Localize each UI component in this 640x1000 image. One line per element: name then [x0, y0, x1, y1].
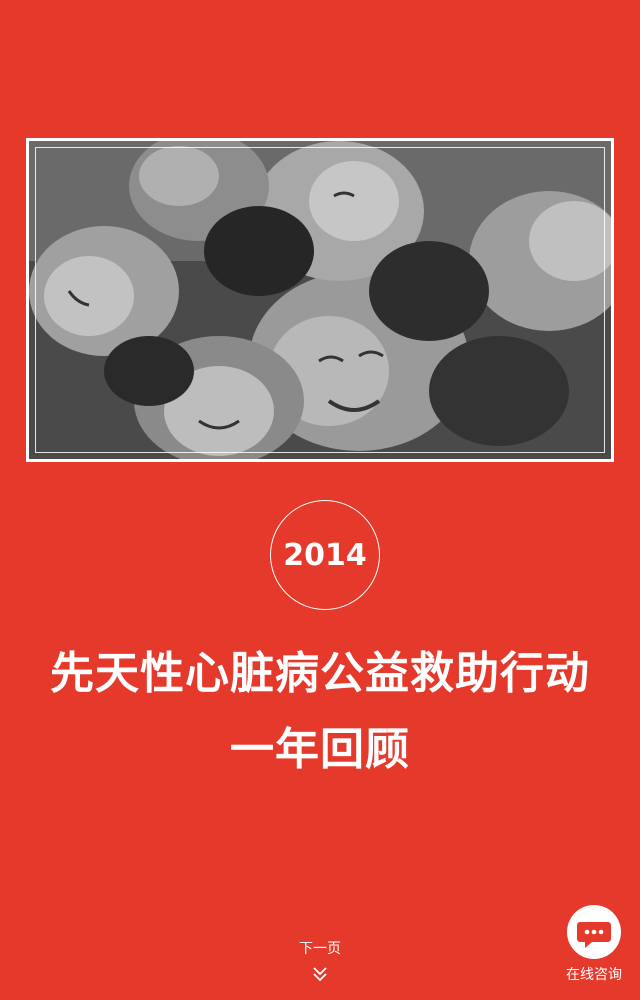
year-text: 2014	[283, 537, 367, 573]
next-page-button[interactable]: 下一页	[280, 940, 360, 984]
online-consult-button[interactable]: 在线咨询	[556, 904, 632, 984]
title-line-2: 一年回顾	[230, 724, 410, 775]
children-photo	[29, 141, 611, 459]
children-photo-illustration	[29, 141, 611, 459]
year-badge: 2014	[270, 500, 380, 610]
title-line-1: 先天性心脏病公益救助行动	[50, 648, 590, 699]
chat-bubble-icon	[567, 905, 621, 959]
online-consult-label: 在线咨询	[566, 967, 622, 983]
photo-frame	[26, 138, 614, 462]
chevron-down-icon	[313, 967, 327, 982]
next-page-label: 下一页	[299, 941, 341, 957]
